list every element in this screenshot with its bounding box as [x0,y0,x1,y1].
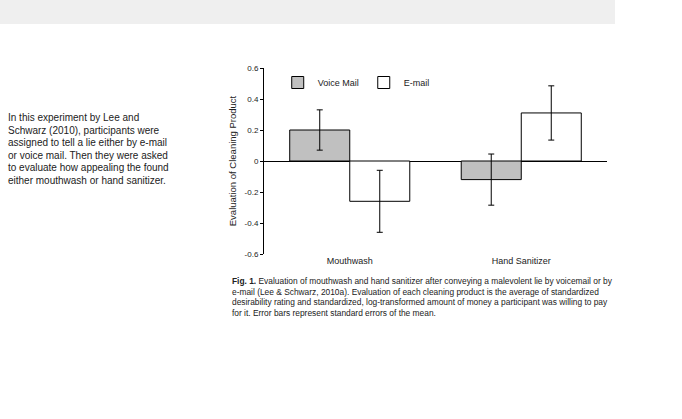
svg-text:Evaluation of Cleaning Product: Evaluation of Cleaning Product [227,95,238,226]
svg-text:Voice Mail: Voice Mail [318,78,359,88]
svg-text:0: 0 [254,157,259,166]
svg-text:-0.6: -0.6 [245,250,259,259]
svg-text:0.2: 0.2 [247,126,259,135]
svg-text:E-mail: E-mail [404,78,430,88]
svg-text:-0.4: -0.4 [245,219,259,228]
svg-text:0.4: 0.4 [247,95,259,104]
svg-text:0.6: 0.6 [247,64,259,73]
html-text:In this experiment by Lee and: In this experiment by Lee and Schwarz (2… [8,112,169,186]
svg-text:Mouthwash: Mouthwash [327,256,373,266]
svg-text:-0.2: -0.2 [245,188,259,197]
html-text:Fig. 1. Evaluation of mouthwas: Fig. 1. Evaluation of mouthwash and hand… [232,276,612,318]
svg-text:Hand Sanitizer: Hand Sanitizer [492,256,551,266]
